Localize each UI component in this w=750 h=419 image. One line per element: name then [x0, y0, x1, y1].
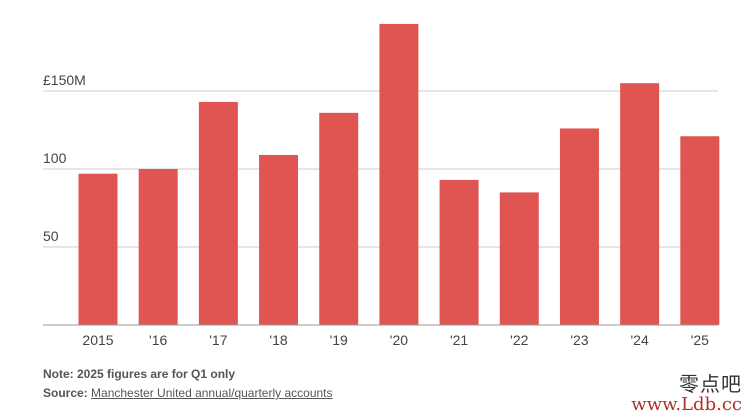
x-tick-label: '17	[209, 332, 227, 348]
x-tick-label: '24	[631, 332, 649, 348]
watermark: 零点吧 www.Ldb.cc	[631, 373, 742, 415]
x-tick-label: '16	[149, 332, 167, 348]
chart-svg: 50 100 £150M 2015 '16 '17 '18 '19 '20 '21 '22 '23 '2…	[43, 23, 720, 348]
bar	[259, 154, 299, 325]
y-tick-label: 100	[43, 150, 67, 166]
chart-note: Note: 2025 figures are for Q1 only	[43, 367, 236, 381]
watermark-text: 零点吧	[679, 372, 742, 397]
bar	[559, 128, 599, 325]
x-tick-label: '23	[570, 332, 588, 348]
bar	[499, 192, 539, 325]
source-link[interactable]: Manchester United annual/quarterly accou…	[91, 386, 333, 400]
x-tick-label: '20	[390, 332, 408, 348]
bar-chart: 50 100 £150M 2015 '16 '17 '18 '19 '20 '21 '22 '23 '2…	[43, 23, 720, 348]
bar	[319, 112, 359, 325]
bar	[620, 83, 660, 325]
chart-source: Source: Manchester United annual/quarter…	[43, 386, 333, 400]
bar	[379, 23, 419, 325]
x-tick-label: '21	[450, 332, 468, 348]
x-tick-label: '25	[691, 332, 709, 348]
bar	[680, 136, 720, 325]
source-label: Source:	[43, 386, 88, 400]
bar	[138, 169, 178, 325]
x-tick-label: '18	[269, 332, 287, 348]
bar	[439, 179, 479, 325]
x-tick-label: 2015	[82, 332, 113, 348]
bar	[198, 101, 238, 325]
y-tick-label: £150M	[43, 72, 86, 88]
bar	[78, 173, 118, 325]
x-tick-label: '19	[330, 332, 348, 348]
x-tick-label: '22	[510, 332, 528, 348]
y-tick-label: 50	[43, 228, 59, 244]
watermark-url: www.Ldb.cc	[631, 394, 742, 416]
